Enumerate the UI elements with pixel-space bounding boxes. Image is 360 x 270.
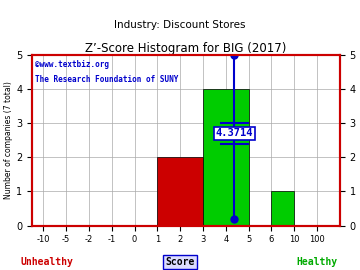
Text: ©www.textbiz.org: ©www.textbiz.org <box>35 60 109 69</box>
Text: Unhealthy: Unhealthy <box>21 256 73 266</box>
Text: Industry: Discount Stores: Industry: Discount Stores <box>114 20 246 30</box>
Bar <box>203 89 249 225</box>
Text: The Research Foundation of SUNY: The Research Foundation of SUNY <box>35 75 178 85</box>
Bar <box>157 157 203 225</box>
Text: Score: Score <box>165 256 195 266</box>
Text: Healthy: Healthy <box>296 256 337 266</box>
Text: 4.3714: 4.3714 <box>216 129 253 139</box>
Bar <box>271 191 294 225</box>
Title: Z’-Score Histogram for BIG (2017): Z’-Score Histogram for BIG (2017) <box>85 42 287 55</box>
Y-axis label: Number of companies (7 total): Number of companies (7 total) <box>4 81 13 199</box>
